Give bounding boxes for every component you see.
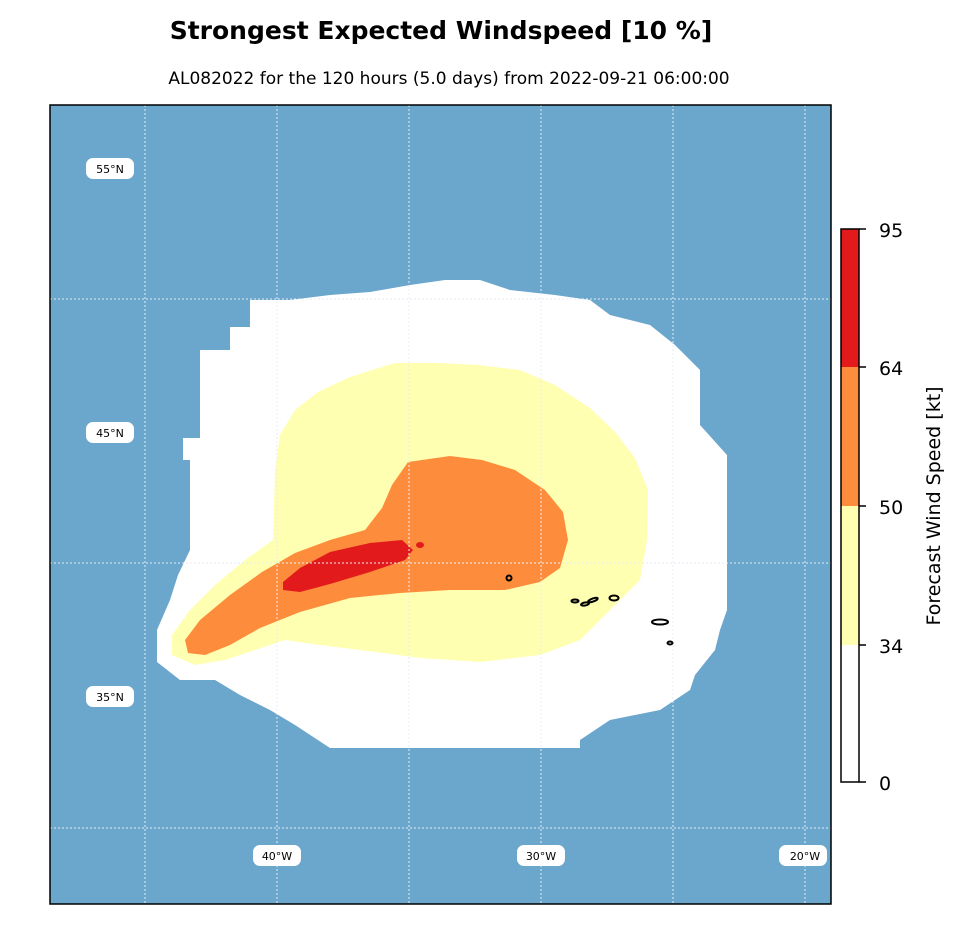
colorbar-tick-50: 50 bbox=[879, 497, 903, 519]
chart-title: Strongest Expected Windspeed [10 %] bbox=[169, 16, 713, 45]
lon-label-20w: 20°W bbox=[790, 850, 820, 863]
colorbar-bin-0-34 bbox=[841, 645, 859, 782]
colorbar-tick-64: 64 bbox=[879, 358, 903, 380]
lon-label-30w: 30°W bbox=[526, 850, 556, 863]
colorbar-bin-50-64 bbox=[841, 367, 859, 506]
graticule bbox=[50, 105, 831, 904]
lon-label-40w: 40°W bbox=[262, 850, 292, 863]
wind-region-64-95kt bbox=[283, 540, 413, 592]
colorbar-tick-0: 0 bbox=[879, 773, 891, 795]
colorbar-label: Forecast Wind Speed [kt] bbox=[923, 386, 945, 625]
map-frame bbox=[49, 104, 832, 905]
colorbar-tick-95: 95 bbox=[879, 220, 903, 242]
island-outlines bbox=[505, 574, 674, 646]
colorbar-tick-34: 34 bbox=[879, 636, 903, 658]
colorbar-bin-64-95 bbox=[841, 229, 859, 367]
chart-subtitle: AL082022 for the 120 hours (5.0 days) fr… bbox=[168, 69, 730, 89]
colorbar: 95 64 50 34 0 Forecast Wind Speed [kt] bbox=[840, 220, 945, 795]
wind-region-64-95kt-fragment bbox=[416, 542, 424, 548]
lat-label-35n: 35°N bbox=[96, 691, 124, 704]
lat-label-55n: 55°N bbox=[96, 163, 124, 176]
lat-label-45n: 45°N bbox=[96, 427, 124, 440]
longitude-labels: 40°W 30°W 20°W bbox=[253, 845, 827, 866]
latitude-labels: 55°N 45°N 35°N bbox=[86, 158, 134, 707]
colorbar-bin-34-50 bbox=[841, 506, 859, 645]
